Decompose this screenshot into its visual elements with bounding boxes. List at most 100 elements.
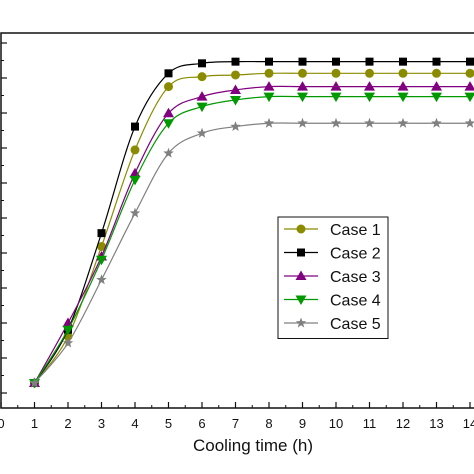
data-point [365, 57, 374, 66]
x-tick-label: 0 [0, 416, 5, 431]
legend-marker [295, 270, 307, 280]
axis-ticks: 0 1 2 3 4 5 6 7 8 9 10 11 12 13 14 [0, 42, 474, 431]
plot-border [0, 32, 474, 409]
x-tick-label: 11 [363, 416, 377, 431]
data-point [164, 82, 173, 92]
data-point [62, 337, 74, 348]
data-point [298, 68, 307, 78]
x-tick-label: 5 [165, 416, 172, 431]
data-point [62, 325, 74, 336]
data-point [364, 81, 375, 91]
data-point [397, 92, 409, 103]
data-point [464, 117, 474, 128]
x-tick-label: 14 [463, 416, 474, 431]
data-point [332, 57, 340, 66]
data-point [330, 117, 342, 128]
x-tick-label: 3 [98, 416, 105, 431]
data-point [164, 69, 173, 78]
x-tick-label: 9 [299, 416, 306, 431]
data-point [196, 91, 208, 101]
data-point [263, 81, 275, 91]
series-line [34, 72, 470, 384]
data-point [230, 84, 241, 94]
data-point [466, 57, 474, 66]
data-point [431, 81, 442, 91]
series-5 [29, 117, 474, 388]
data-point [364, 117, 375, 128]
data-point [399, 57, 407, 66]
data-point [198, 59, 206, 68]
data-point [197, 72, 207, 82]
data-point [365, 68, 374, 78]
legend-item: Case 1 [284, 222, 381, 239]
legend-item: Case 4 [284, 293, 381, 310]
x-tick-label: 6 [198, 416, 205, 431]
legend-marker [295, 317, 307, 328]
legend-label: Case 5 [330, 316, 381, 333]
data-point [97, 229, 106, 238]
legend-item: Case 2 [284, 246, 381, 263]
data-point [398, 68, 408, 78]
data-point [298, 57, 307, 66]
series-layer [29, 57, 474, 389]
data-point [432, 57, 441, 66]
legend-marker [297, 248, 305, 257]
data-point [297, 92, 308, 103]
data-point [130, 145, 140, 155]
legend-marker [296, 224, 306, 234]
data-point [397, 81, 409, 91]
series-2 [30, 57, 474, 387]
legend-box [277, 216, 389, 339]
legend: Case 1 Case 2 Case 3 Case 4 Case 5 [277, 216, 389, 339]
legend-marker [295, 295, 307, 305]
data-point [297, 117, 308, 128]
legend-label: Case 3 [330, 269, 381, 286]
data-point [163, 107, 174, 118]
data-point [431, 92, 442, 103]
data-point [131, 122, 139, 131]
legend-label: Case 1 [330, 222, 381, 239]
legend-item: Case 3 [284, 269, 381, 286]
data-point [330, 81, 342, 91]
data-point [464, 81, 474, 91]
data-point [129, 207, 141, 218]
data-point [29, 377, 40, 388]
x-axis-title: Cooling time (h) [193, 436, 313, 455]
data-point [231, 70, 240, 80]
legend-label: Case 2 [330, 246, 381, 263]
x-tick-label: 13 [429, 416, 443, 431]
data-point [196, 102, 208, 113]
series-line [34, 122, 470, 384]
data-point [264, 68, 274, 78]
data-point [230, 121, 241, 132]
series-4 [29, 92, 474, 389]
series-1 [30, 68, 474, 388]
legend-item: Case 5 [284, 316, 381, 333]
x-tick-label: 8 [265, 416, 272, 431]
plot-frame [0, 32, 474, 409]
x-tick-label: 2 [64, 416, 71, 431]
data-point [96, 274, 107, 285]
data-point [432, 68, 441, 78]
data-point [265, 57, 273, 66]
x-tick-label: 1 [31, 416, 38, 431]
x-tick-label: 4 [131, 416, 138, 431]
data-point [297, 81, 308, 91]
data-point [196, 127, 208, 138]
data-point [431, 117, 442, 128]
data-point [364, 92, 375, 103]
data-point [163, 119, 174, 129]
series-3 [29, 81, 474, 387]
data-point [397, 117, 409, 128]
data-point [263, 92, 275, 103]
data-point [230, 95, 241, 106]
data-point [464, 92, 474, 103]
data-point [331, 68, 341, 78]
data-point [129, 175, 141, 186]
data-point [163, 147, 174, 158]
data-point [263, 117, 275, 128]
data-point [96, 255, 107, 266]
x-tick-label: 10 [329, 416, 343, 431]
series-line [33, 60, 470, 384]
